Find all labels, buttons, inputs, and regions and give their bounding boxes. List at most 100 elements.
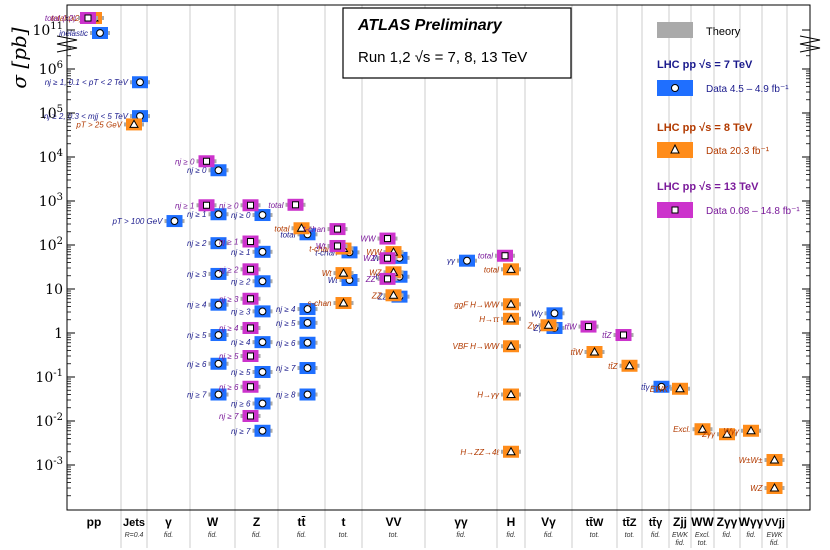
data-point-label: Zγγ	[701, 430, 716, 439]
category-sublabel: fid.	[770, 540, 779, 547]
data-point-7tev	[96, 29, 104, 37]
data-point-7tev	[170, 217, 179, 225]
category-label: Jets	[123, 517, 145, 529]
data-point-8tev	[338, 298, 349, 307]
data-point-label: nj ≥ 0	[231, 211, 251, 220]
data-point-label: nj ≥ 1	[187, 210, 207, 219]
data-point-7tev	[214, 270, 223, 278]
data-point-label: VBF H→WW	[452, 342, 500, 351]
data-point-label: H→γγ	[477, 391, 500, 400]
data-point-13tev	[384, 275, 391, 283]
data-point-8tev	[506, 313, 516, 323]
data-point-13tev	[292, 201, 299, 209]
category-sublabel: fid.	[208, 532, 217, 539]
data-point-label: Excl.	[673, 425, 690, 434]
data-point-label: nj ≥ 6	[187, 360, 207, 369]
data-point-13tev	[247, 324, 254, 332]
data-point-label: pT > 25 GeV	[75, 120, 122, 129]
data-point-8tev	[746, 425, 756, 435]
category-label: Zγγ	[717, 515, 738, 529]
data-point-8tev	[589, 346, 600, 356]
category-label: WW	[691, 515, 714, 529]
data-point-label: tt̄Z	[608, 362, 618, 371]
data-marks: inelastic nj ≥ 1, 0.1 < pT < 2 TeV nj ≥ 2,…	[44, 12, 785, 495]
title-box	[342, 7, 572, 79]
y-tick-label: 106	[39, 60, 63, 78]
data-point-label: nj ≥ 7	[276, 364, 296, 373]
y-tick-label: 1	[54, 326, 63, 342]
category-label: tt̄	[298, 515, 306, 529]
data-point-7tev	[303, 338, 312, 347]
category-separators	[120, 5, 788, 510]
data-point-label: nj ≥ 2	[219, 265, 239, 274]
data-point-label: Wt	[322, 269, 333, 278]
data-point-label: nj ≥ 0	[175, 157, 195, 166]
data-point-label: nj ≥ 6	[276, 339, 296, 348]
data-point-13tev	[247, 238, 254, 246]
data-point-label: total	[484, 265, 499, 274]
y-tick-label: 103	[39, 192, 63, 210]
data-point-8tev	[129, 119, 139, 128]
data-point-7tev	[258, 368, 267, 376]
data-point-label: WZ	[363, 254, 377, 263]
data-point-7tev	[258, 426, 267, 435]
data-point-label: nj ≥ 3	[219, 295, 239, 304]
legend-8tev-title: LHC pp √s = 8 TeV	[657, 122, 753, 134]
data-point-13tev	[384, 254, 391, 262]
data-point-label: tt̄W	[565, 323, 578, 332]
category-label: γ	[165, 515, 172, 529]
data-point-7tev	[214, 166, 223, 175]
data-point-7tev	[258, 338, 267, 347]
data-point-label: Wt	[316, 242, 327, 251]
category-sublabel: fid.	[297, 532, 306, 539]
data-point-label: Wt	[328, 276, 339, 285]
category-label: tt̄Z	[622, 517, 636, 529]
legend: Theory LHC pp √s = 7 TeV Data 4.5 – 4.9 …	[657, 22, 800, 218]
data-point-7tev	[258, 399, 267, 408]
data-point-13tev	[247, 201, 254, 209]
y-axis-label: σ [pb]	[7, 27, 31, 88]
data-point-7tev	[136, 78, 144, 87]
data-point-label: nj ≥ 8	[276, 391, 296, 400]
data-point-label: nj ≥ 6	[219, 383, 239, 392]
data-point-13tev	[203, 157, 210, 165]
data-point-13tev	[334, 225, 341, 233]
data-point-label: tt̄W	[571, 348, 584, 357]
category-label: Vγ	[541, 515, 556, 529]
y-tick-label: 105	[39, 104, 63, 122]
data-point-8tev	[506, 341, 516, 350]
category-sublabel: Excl.	[695, 532, 710, 539]
data-point-label: H→ττ	[479, 315, 500, 324]
legend-13tev-marker	[671, 206, 679, 214]
category-label: Z	[253, 515, 260, 529]
data-point-13tev	[247, 412, 254, 420]
legend-13tev-title: LHC pp √s = 13 TeV	[657, 181, 759, 193]
data-point-label: nj ≥ 5	[187, 331, 207, 340]
data-point-7tev	[214, 359, 223, 368]
data-point-7tev	[214, 331, 223, 339]
data-point-7tev	[303, 390, 312, 399]
data-point-label: nj ≥ 5	[231, 368, 251, 377]
data-point-label: Wγ	[531, 309, 544, 318]
category-sublabel: tot.	[625, 532, 635, 539]
data-point-label: WZ	[750, 484, 764, 493]
data-point-7tev	[214, 210, 223, 219]
data-point-13tev	[84, 14, 92, 22]
data-point-7tev	[303, 305, 312, 313]
data-point-13tev	[247, 265, 254, 273]
legend-theory-swatch	[657, 22, 693, 38]
data-point-label: WW	[366, 248, 383, 257]
data-point-8tev	[543, 320, 554, 329]
y-tick-label: 102	[39, 236, 63, 254]
data-point-7tev	[258, 307, 267, 316]
category-label: Wγγ	[739, 515, 764, 529]
plot-frame	[66, 4, 811, 511]
data-point-label: WW	[360, 235, 377, 244]
legend-8tev-marker	[670, 143, 680, 154]
data-point-label: EWK	[650, 385, 669, 394]
data-point-label: Wγγ	[723, 427, 740, 436]
data-point-label: nj ≥ 3	[187, 270, 207, 279]
data-point-8tev	[506, 389, 516, 399]
data-point-label: total	[478, 252, 493, 261]
data-point-label: nj ≥ 5	[219, 352, 239, 361]
